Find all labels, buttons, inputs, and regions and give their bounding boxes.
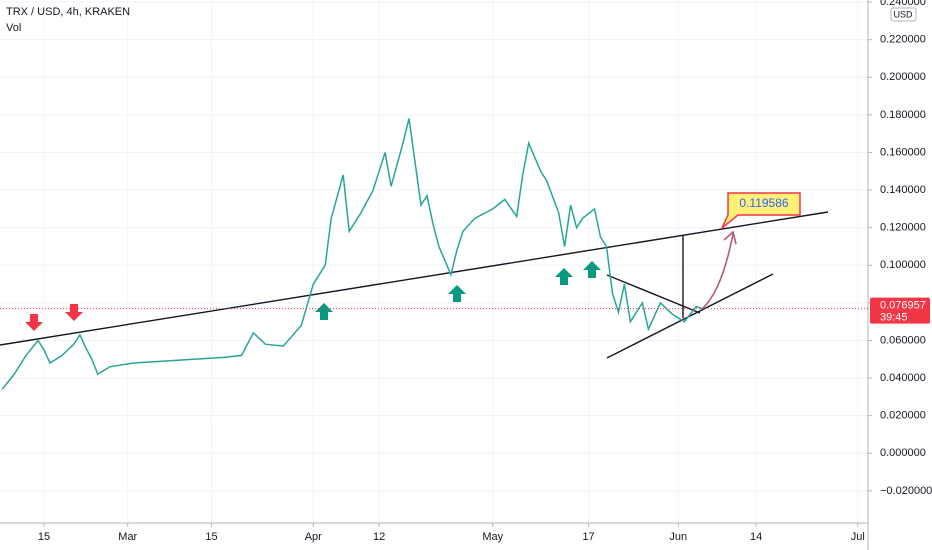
currency-box[interactable]: [890, 7, 917, 22]
plot: [1, 118, 703, 390]
x-tick-label: 15: [205, 531, 217, 543]
buy-arrow: [555, 268, 573, 285]
y-tick-label: 0.000000: [880, 447, 926, 459]
last-price-box: [870, 297, 930, 324]
y-tick-label: 0.020000: [880, 410, 926, 422]
x-tick-label: May: [482, 531, 503, 543]
triangle-upper: [606, 274, 701, 314]
y-tick-label: 0.240000: [880, 0, 926, 8]
arrows: [25, 261, 601, 331]
y-tick-label: 0.220000: [880, 34, 926, 46]
x-tick-label: 17: [582, 531, 594, 543]
x-tick-label: Jul: [851, 531, 865, 543]
projection-arrow: [702, 230, 737, 309]
x-tick-label: 15: [38, 531, 50, 543]
buy-arrow: [583, 261, 601, 278]
grid: [0, 0, 868, 523]
buy-arrow: [315, 303, 333, 320]
sell-arrow: [25, 314, 43, 331]
volume-label: Vol: [6, 22, 21, 34]
countdown: 39:45: [880, 311, 908, 323]
chart-title: TRX / USD, 4h, KRAKEN: [6, 6, 130, 18]
y-tick-label: 0.060000: [880, 334, 926, 346]
x-tick-label: Apr: [305, 531, 322, 543]
triangle-lower: [606, 273, 774, 359]
currency: USD: [893, 9, 913, 19]
y-tick-label: 0.040000: [880, 372, 926, 384]
target-label: 0.119586: [739, 196, 788, 210]
y-tick-label: 0.140000: [880, 184, 926, 196]
y-tick-label: 0.120000: [880, 222, 926, 234]
y-tick-label: −0.020000: [880, 485, 932, 497]
price-line: [1, 118, 703, 390]
target-callout: [721, 192, 801, 229]
y-tick-label: 0.180000: [880, 109, 926, 121]
y-tick-label: 0.160000: [880, 146, 926, 158]
x-tick-label: 12: [373, 531, 385, 543]
x-tick-label: Jun: [669, 531, 687, 543]
sell-arrow: [65, 304, 83, 321]
buy-arrow: [448, 285, 466, 302]
y-tick-label: 0.200000: [880, 71, 926, 83]
y-tick-label: 0.100000: [880, 259, 926, 271]
x-tick-label: Mar: [118, 531, 137, 543]
drawings: [0, 211, 829, 359]
last-price-label: 0.076957: [880, 299, 926, 311]
trendline: [0, 211, 829, 346]
x-tick-label: 14: [750, 531, 762, 543]
